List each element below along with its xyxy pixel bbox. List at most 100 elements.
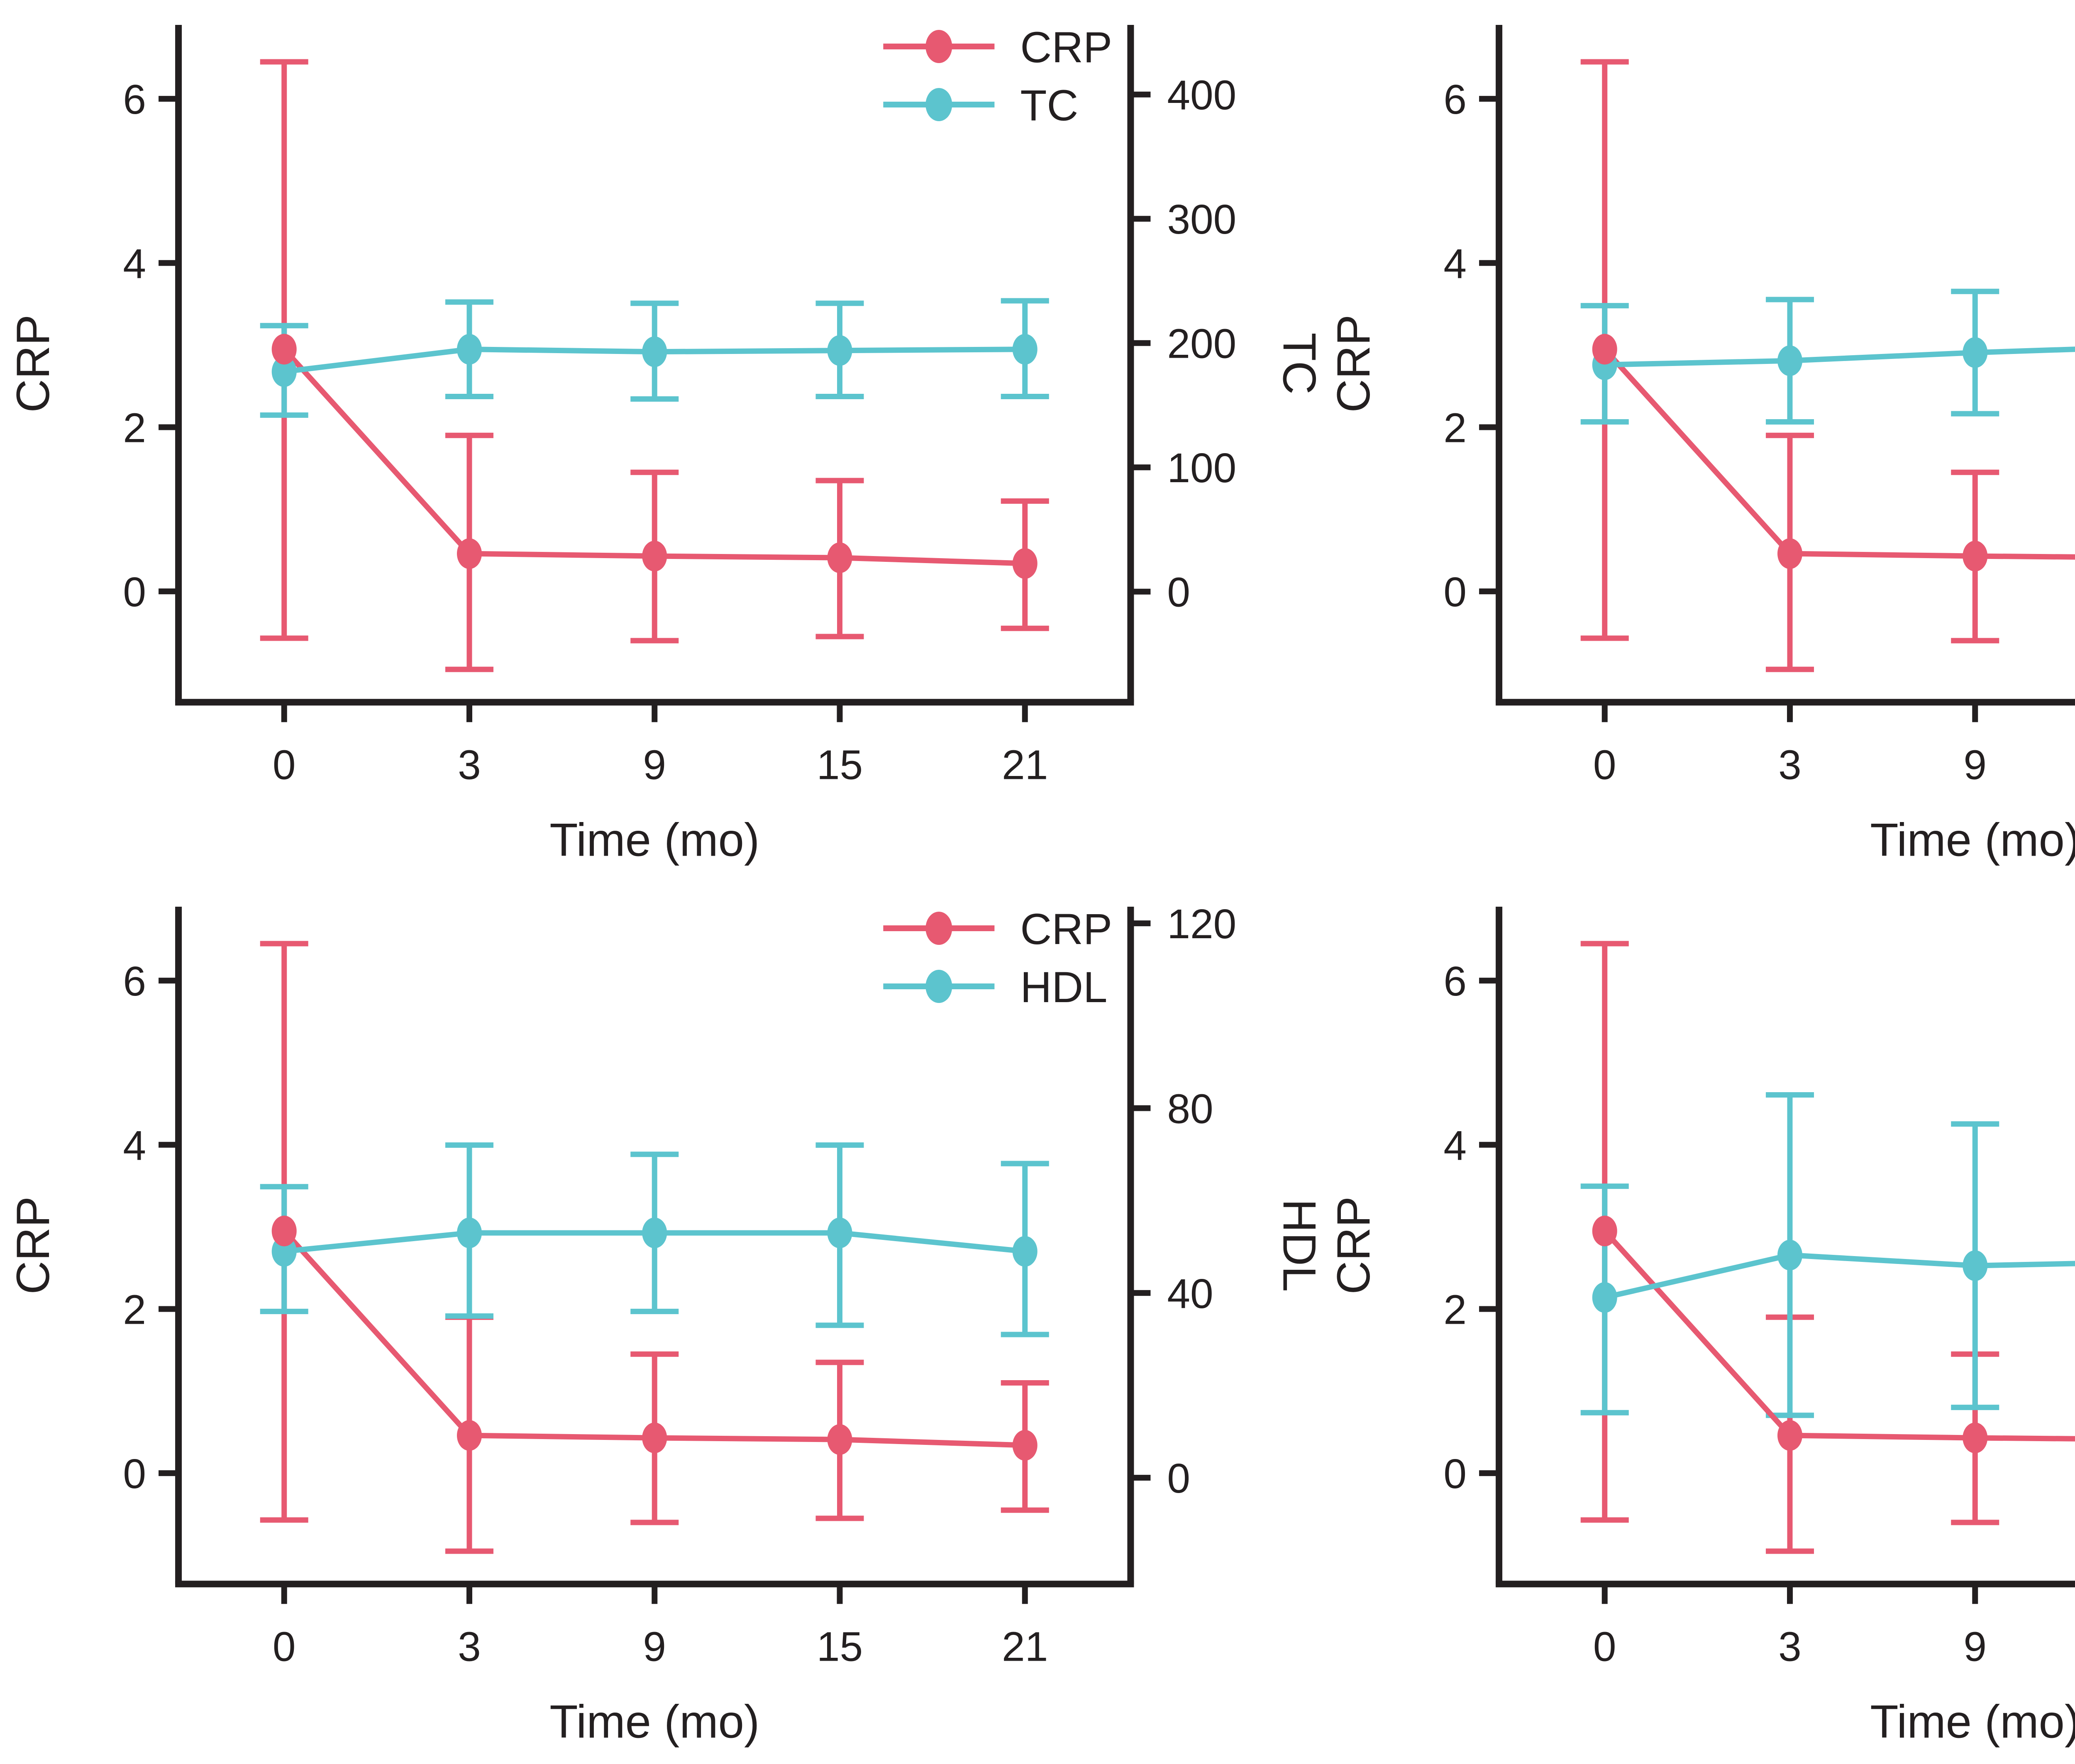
left-axis-title: CRP <box>7 315 59 412</box>
x-axis-tick-label: 15 <box>817 742 863 788</box>
crp-tg-chart: 024601002003004000391521CRPTGTime (mo)CR… <box>1321 882 2075 1764</box>
left-axis-tick-label: 4 <box>1443 1122 1467 1169</box>
legend-tc-label: TC <box>1020 81 1078 130</box>
left-axis-tick-label: 2 <box>123 405 146 451</box>
hdl-point <box>457 1217 482 1248</box>
crp-point <box>1777 538 1802 569</box>
ldl-point <box>1963 337 1987 368</box>
legend-crp-label: CRP <box>1020 905 1112 954</box>
left-axis-tick-label: 2 <box>123 1287 146 1333</box>
right-axis-tick-label: 300 <box>1167 196 1236 243</box>
x-axis-tick-label: 0 <box>273 1624 296 1670</box>
right-axis-tick-label: 0 <box>1167 569 1190 616</box>
left-axis-tick-label: 6 <box>123 76 146 123</box>
legend-crp-marker <box>925 912 952 945</box>
x-axis-tick-label: 0 <box>1593 1624 1616 1670</box>
crp-point <box>1013 548 1038 579</box>
tc-point <box>1013 334 1038 365</box>
right-axis-tick-label: 100 <box>1167 445 1236 491</box>
hdl-point <box>642 1217 667 1248</box>
left-axis-tick-label: 0 <box>123 1451 146 1497</box>
left-axis-tick-label: 0 <box>1443 1451 1467 1497</box>
crp-point <box>1963 541 1987 571</box>
right-axis-tick-label: 200 <box>1167 321 1236 367</box>
right-axis-tick-label: 400 <box>1167 72 1236 119</box>
x-axis-tick-label: 9 <box>1963 1624 1987 1670</box>
crp-point <box>1592 1216 1617 1247</box>
crp-point <box>642 1422 667 1453</box>
ldl-line <box>1604 346 2075 365</box>
x-axis-tick-label: 3 <box>458 1624 481 1670</box>
legend-crp-marker <box>925 30 952 63</box>
right-axis-tick-label: 40 <box>1167 1271 1213 1317</box>
crp-point <box>1592 334 1617 365</box>
left-axis-tick-label: 6 <box>123 958 146 1005</box>
x-axis-tick-label: 9 <box>643 1624 666 1670</box>
crp-point <box>272 334 297 365</box>
crp-tc-chart: 0 2 4 6 0 100 200 300 400 0 3 9 15 21 CRP TC Time (mo) CR… <box>0 0 1321 882</box>
left-axis-tick-label: 4 <box>123 1122 146 1169</box>
left-axis-tick-label: 0 <box>1443 569 1467 615</box>
tg-point <box>1777 1240 1802 1271</box>
tc-point <box>827 335 852 366</box>
crp-point <box>457 538 482 569</box>
crp-point <box>1013 1430 1038 1461</box>
tc-point <box>642 337 667 367</box>
legend-tc-marker <box>925 88 952 121</box>
left-axis-tick-label: 2 <box>1443 1287 1467 1333</box>
x-axis-tick-label: 0 <box>273 742 296 788</box>
crp-point <box>827 1424 852 1455</box>
x-axis-tick-label: 15 <box>817 1624 863 1670</box>
left-axis-tick-label: 0 <box>123 569 146 615</box>
panel-crp-tc: 0 2 4 6 0 100 200 300 400 0 3 9 15 21 CRP TC Time (mo) CR… <box>0 0 1321 882</box>
legend-crp-label: CRP <box>1020 23 1112 72</box>
crp-point <box>1963 1422 1987 1453</box>
left-axis-tick-label: 4 <box>123 241 146 287</box>
tg-line <box>1604 1226 2075 1298</box>
tg-point <box>1592 1282 1617 1313</box>
crp-ldl-chart: 024601002000391521CRPLDLTime (mo)CRPLDL <box>1321 0 2075 882</box>
right-axis-tick-label: 80 <box>1167 1086 1213 1132</box>
right-axis-tick-label: 0 <box>1167 1456 1190 1502</box>
crp-point <box>272 1216 297 1247</box>
x-axis-tick-label: 21 <box>1002 742 1048 788</box>
x-axis-title: Time (mo) <box>1870 1696 2075 1748</box>
left-axis-title: CRP <box>1328 1196 1379 1294</box>
x-axis-tick-label: 3 <box>458 742 481 788</box>
left-axis-tick-label: 6 <box>1443 76 1467 123</box>
x-axis-tick-label: 3 <box>1778 742 1802 788</box>
legend-hdl-label: HDL <box>1020 963 1107 1012</box>
left-axis-tick-label: 2 <box>1443 405 1467 451</box>
x-axis-title: Time (mo) <box>549 814 759 866</box>
ldl-point <box>1777 345 1802 376</box>
right-axis-title-hdl: HDL <box>1273 1199 1320 1292</box>
x-axis-title: Time (mo) <box>549 1696 759 1748</box>
left-axis-title: CRP <box>7 1196 59 1294</box>
x-axis-tick-label: 9 <box>1963 742 1987 788</box>
hdl-point <box>827 1217 852 1248</box>
x-axis-title: Time (mo) <box>1870 814 2075 866</box>
x-axis-tick-label: 9 <box>643 742 666 788</box>
tc-point <box>457 334 482 365</box>
crp-point <box>1777 1420 1802 1451</box>
crp-point <box>457 1420 482 1451</box>
crp-hdl-chart: 0 2 4 6 0 40 80 120 0 3 9 15 21 CRP HDL Time (mo) CRP HDL <box>0 882 1321 1764</box>
tg-point <box>1963 1250 1987 1281</box>
hdl-point <box>1013 1236 1038 1267</box>
left-axis-tick-label: 4 <box>1443 241 1467 287</box>
panel-crp-tg: 024601002003004000391521CRPTGTime (mo)CR… <box>1321 882 2075 1764</box>
legend-hdl-marker <box>925 970 952 1003</box>
right-axis-tick-label: 120 <box>1167 901 1236 947</box>
right-axis-title-tc: TC <box>1273 332 1320 394</box>
left-axis-title: CRP <box>1328 315 1379 412</box>
panel-crp-ldl: 024601002000391521CRPLDLTime (mo)CRPLDL <box>1321 0 2075 882</box>
left-axis-tick-label: 6 <box>1443 958 1467 1005</box>
crp-point <box>642 541 667 571</box>
crp-line <box>1604 349 2075 564</box>
x-axis-tick-label: 3 <box>1778 1624 1802 1670</box>
crp-point <box>827 542 852 573</box>
x-axis-tick-label: 0 <box>1593 742 1616 788</box>
panel-crp-hdl: 0 2 4 6 0 40 80 120 0 3 9 15 21 CRP HDL Time (mo) CRP HDL <box>0 882 1321 1764</box>
x-axis-tick-label: 21 <box>1002 1624 1048 1670</box>
